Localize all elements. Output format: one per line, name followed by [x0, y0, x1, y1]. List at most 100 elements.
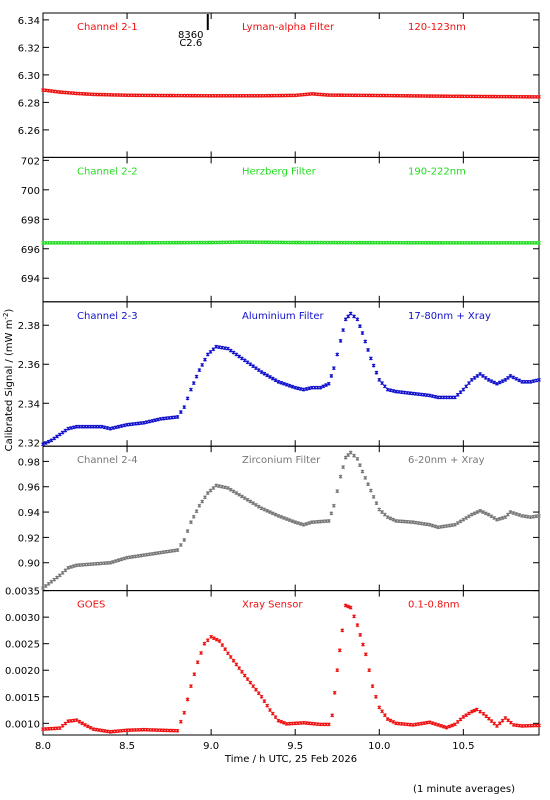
data-point: [416, 392, 421, 397]
data-point: [453, 722, 457, 727]
data-point: [315, 519, 320, 524]
data-point: [60, 240, 65, 245]
data-point: [514, 376, 519, 381]
data-point: [52, 240, 57, 245]
data-point: [71, 564, 76, 568]
data-point: [370, 684, 375, 689]
data-point: [237, 666, 242, 670]
data-point: [63, 240, 68, 245]
data-point: [296, 386, 300, 391]
data-point: [116, 558, 121, 563]
data-point: [335, 352, 340, 357]
data-point: [273, 512, 278, 517]
data-point: [447, 94, 452, 99]
data-point: [164, 240, 169, 245]
data-point: [298, 240, 303, 245]
footnote: (1 minute averages): [413, 784, 515, 795]
data-point: [262, 699, 267, 704]
data-point: [467, 94, 471, 99]
y-tick-label: 0.96: [18, 483, 40, 494]
data-point: [203, 93, 208, 98]
data-point: [388, 388, 393, 393]
data-point: [444, 94, 449, 99]
data-point: [458, 519, 463, 524]
data-point: [335, 489, 340, 494]
data-point: [220, 643, 225, 647]
data-point: [182, 538, 187, 542]
data-point: [83, 424, 87, 429]
data-point: [326, 381, 331, 386]
annotation-line-2: C2.6: [179, 38, 202, 49]
data-point: [242, 358, 247, 363]
data-point: [503, 94, 508, 99]
data-point: [472, 708, 477, 713]
data-point: [461, 387, 466, 392]
data-point: [500, 240, 505, 245]
data-point: [195, 93, 200, 98]
data-point: [57, 726, 62, 730]
filter-name: Zirconium Filter: [242, 455, 321, 466]
data-point: [346, 240, 351, 245]
data-point: [455, 392, 460, 397]
filter-name: Aluminium Filter: [242, 311, 325, 322]
data-point: [481, 94, 485, 99]
data-point: [433, 394, 438, 399]
data-point: [189, 93, 194, 98]
data-point: [203, 357, 207, 362]
data-point: [475, 240, 480, 245]
data-point: [206, 240, 211, 245]
data-point: [127, 555, 132, 560]
data-point: [94, 424, 99, 429]
data-point: [175, 415, 180, 419]
data-point: [346, 314, 351, 319]
panel-frame: [42, 301, 540, 447]
data-point: [130, 422, 135, 426]
data-point: [127, 240, 132, 245]
data-point: [441, 524, 446, 529]
data-point: [122, 240, 127, 245]
data-point: [226, 651, 230, 656]
data-point: [41, 442, 45, 447]
series-markers: [41, 450, 541, 590]
data-point: [335, 240, 340, 245]
data-point: [338, 93, 342, 98]
data-point: [382, 240, 387, 245]
data-point: [525, 94, 530, 99]
data-point: [245, 497, 250, 502]
data-point: [133, 240, 138, 245]
data-point: [419, 521, 424, 526]
data-point: [279, 515, 284, 519]
data-point: [321, 92, 326, 97]
data-point: [469, 240, 474, 245]
data-point: [335, 93, 340, 98]
data-point: [520, 240, 525, 245]
data-point: [481, 711, 486, 716]
data-point: [469, 512, 474, 517]
data-point: [444, 240, 449, 245]
data-point: [497, 94, 502, 99]
data-point: [170, 240, 174, 245]
data-point: [377, 377, 382, 382]
data-point: [200, 363, 205, 367]
data-point: [537, 240, 541, 245]
data-point: [49, 579, 54, 584]
data-point: [525, 379, 530, 384]
data-point: [382, 713, 387, 718]
data-point: [116, 240, 121, 245]
panel-5: 0.0010 0.0015 0.0020 0.0025 0.0030 0.0035 GOES…: [5, 587, 541, 736]
data-point: [331, 366, 336, 371]
data-point: [531, 94, 536, 99]
data-point: [396, 389, 401, 394]
data-point: [147, 552, 152, 557]
channel-name: GOES: [77, 600, 105, 611]
data-point: [329, 240, 334, 245]
data-point: [298, 92, 303, 97]
data-point: [248, 362, 253, 367]
data-point: [74, 563, 79, 568]
data-point: [408, 240, 412, 245]
data-point: [394, 389, 398, 394]
data-point: [534, 378, 539, 383]
data-point: [108, 560, 113, 565]
data-point: [63, 428, 68, 433]
data-point: [321, 519, 326, 524]
